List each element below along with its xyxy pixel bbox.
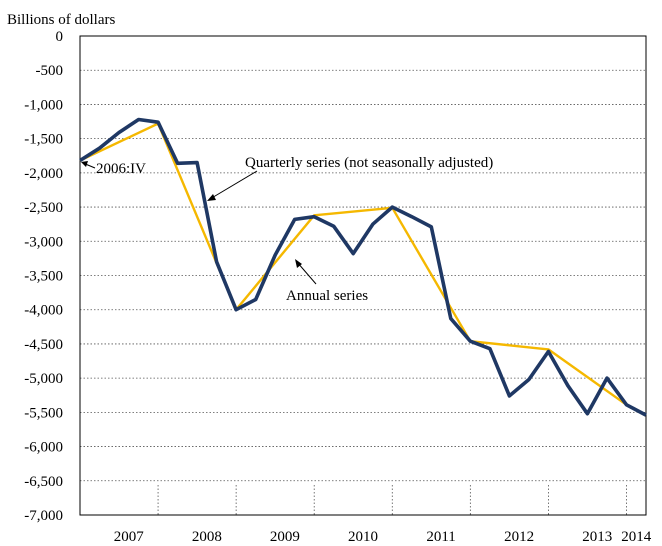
annotations: 2006:IV Quarterly series (not seasonally… (81, 155, 493, 304)
series-lines (79, 117, 647, 417)
x-tick-label: 2007 (114, 529, 145, 545)
annotation-quarterly: Quarterly series (not seasonally adjuste… (245, 155, 493, 171)
x-tick-label: 2013 (582, 529, 612, 545)
x-tick-label: 2012 (504, 529, 534, 545)
x-tick-label: 2010 (348, 529, 378, 545)
plot-area-border (79, 35, 647, 516)
annotation-annual-arrow (296, 261, 317, 285)
y-tick-label: -500 (36, 63, 64, 79)
y-tick-label: -6,000 (24, 440, 63, 456)
y-tick-label: -4,500 (24, 337, 63, 353)
y-tick-label: -5,500 (24, 405, 63, 421)
y-tick-label: -5,000 (24, 371, 63, 387)
annotation-quarterly-arrowhead (207, 194, 216, 201)
y-tick-label: -2,500 (24, 200, 63, 216)
y-tick-label: -3,500 (24, 269, 63, 285)
y-tick-label: -1,000 (24, 97, 63, 113)
y-tick-label: -3,000 (24, 234, 63, 250)
x-tick-label: 2009 (270, 529, 300, 545)
y-tick-label: -1,500 (24, 132, 63, 148)
y-tick-label: -6,500 (24, 474, 63, 490)
grid-lines (80, 69, 646, 482)
x-tick-label: 2008 (192, 529, 222, 545)
quarterly-series-line (79, 117, 647, 417)
annual-series-line (79, 122, 628, 406)
annotation-2006-iv-arrowhead (81, 161, 88, 167)
y-tick-label: -2,000 (24, 166, 63, 182)
y-tick-label: -4,000 (24, 303, 63, 319)
y-tick-label: -7,000 (24, 508, 63, 524)
x-tick-label: 2014 (621, 529, 652, 545)
x-tick-label: 2011 (426, 529, 455, 545)
annotation-2006-iv: 2006:IV (96, 161, 146, 177)
y-axis-ticks: 0 -500 -1,000 -1,500 -2,000 -2,500 -3,000 -3,50… (24, 29, 63, 524)
annotation-annual-arrowhead (295, 259, 302, 268)
x-axis-ticks: 2007 2008 2009 2010 2011 2012 2013 2014 (114, 485, 652, 545)
y-tick-label: 0 (56, 29, 64, 45)
y-axis-label: Billions of dollars (7, 12, 115, 28)
annotation-quarterly-arrow (209, 170, 258, 200)
annotation-annual: Annual series (286, 288, 368, 304)
